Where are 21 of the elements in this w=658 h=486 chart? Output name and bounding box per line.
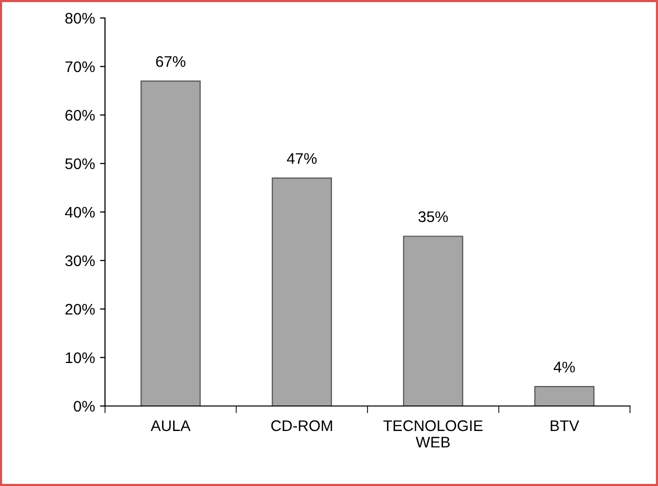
x-tick-label: AULA bbox=[150, 420, 191, 432]
data-label: 47% bbox=[286, 153, 317, 164]
y-tick-label: 70% bbox=[65, 61, 95, 72]
y-tick-label: 40% bbox=[65, 206, 95, 218]
y-tick-label: 30% bbox=[65, 255, 95, 266]
x-tick-label: BTV bbox=[550, 420, 580, 431]
data-label: 4% bbox=[554, 362, 575, 372]
data-label: 67% bbox=[156, 56, 186, 67]
bar bbox=[272, 177, 332, 406]
y-tick-label: 80% bbox=[65, 12, 95, 24]
bar bbox=[403, 236, 464, 406]
bar bbox=[534, 386, 594, 406]
y-tick-label: 20% bbox=[65, 304, 95, 315]
y-tick-label: 10% bbox=[66, 352, 95, 364]
bar bbox=[140, 80, 201, 406]
x-tick-label: CD-ROM bbox=[271, 420, 332, 432]
y-tick-label: 60% bbox=[65, 110, 95, 121]
y-tick-label: 50% bbox=[65, 158, 95, 170]
x-tick-label: TECNOLOGIE WEB bbox=[383, 420, 483, 448]
data-label: 35% bbox=[418, 211, 448, 222]
y-tick-label: 0% bbox=[74, 400, 95, 412]
